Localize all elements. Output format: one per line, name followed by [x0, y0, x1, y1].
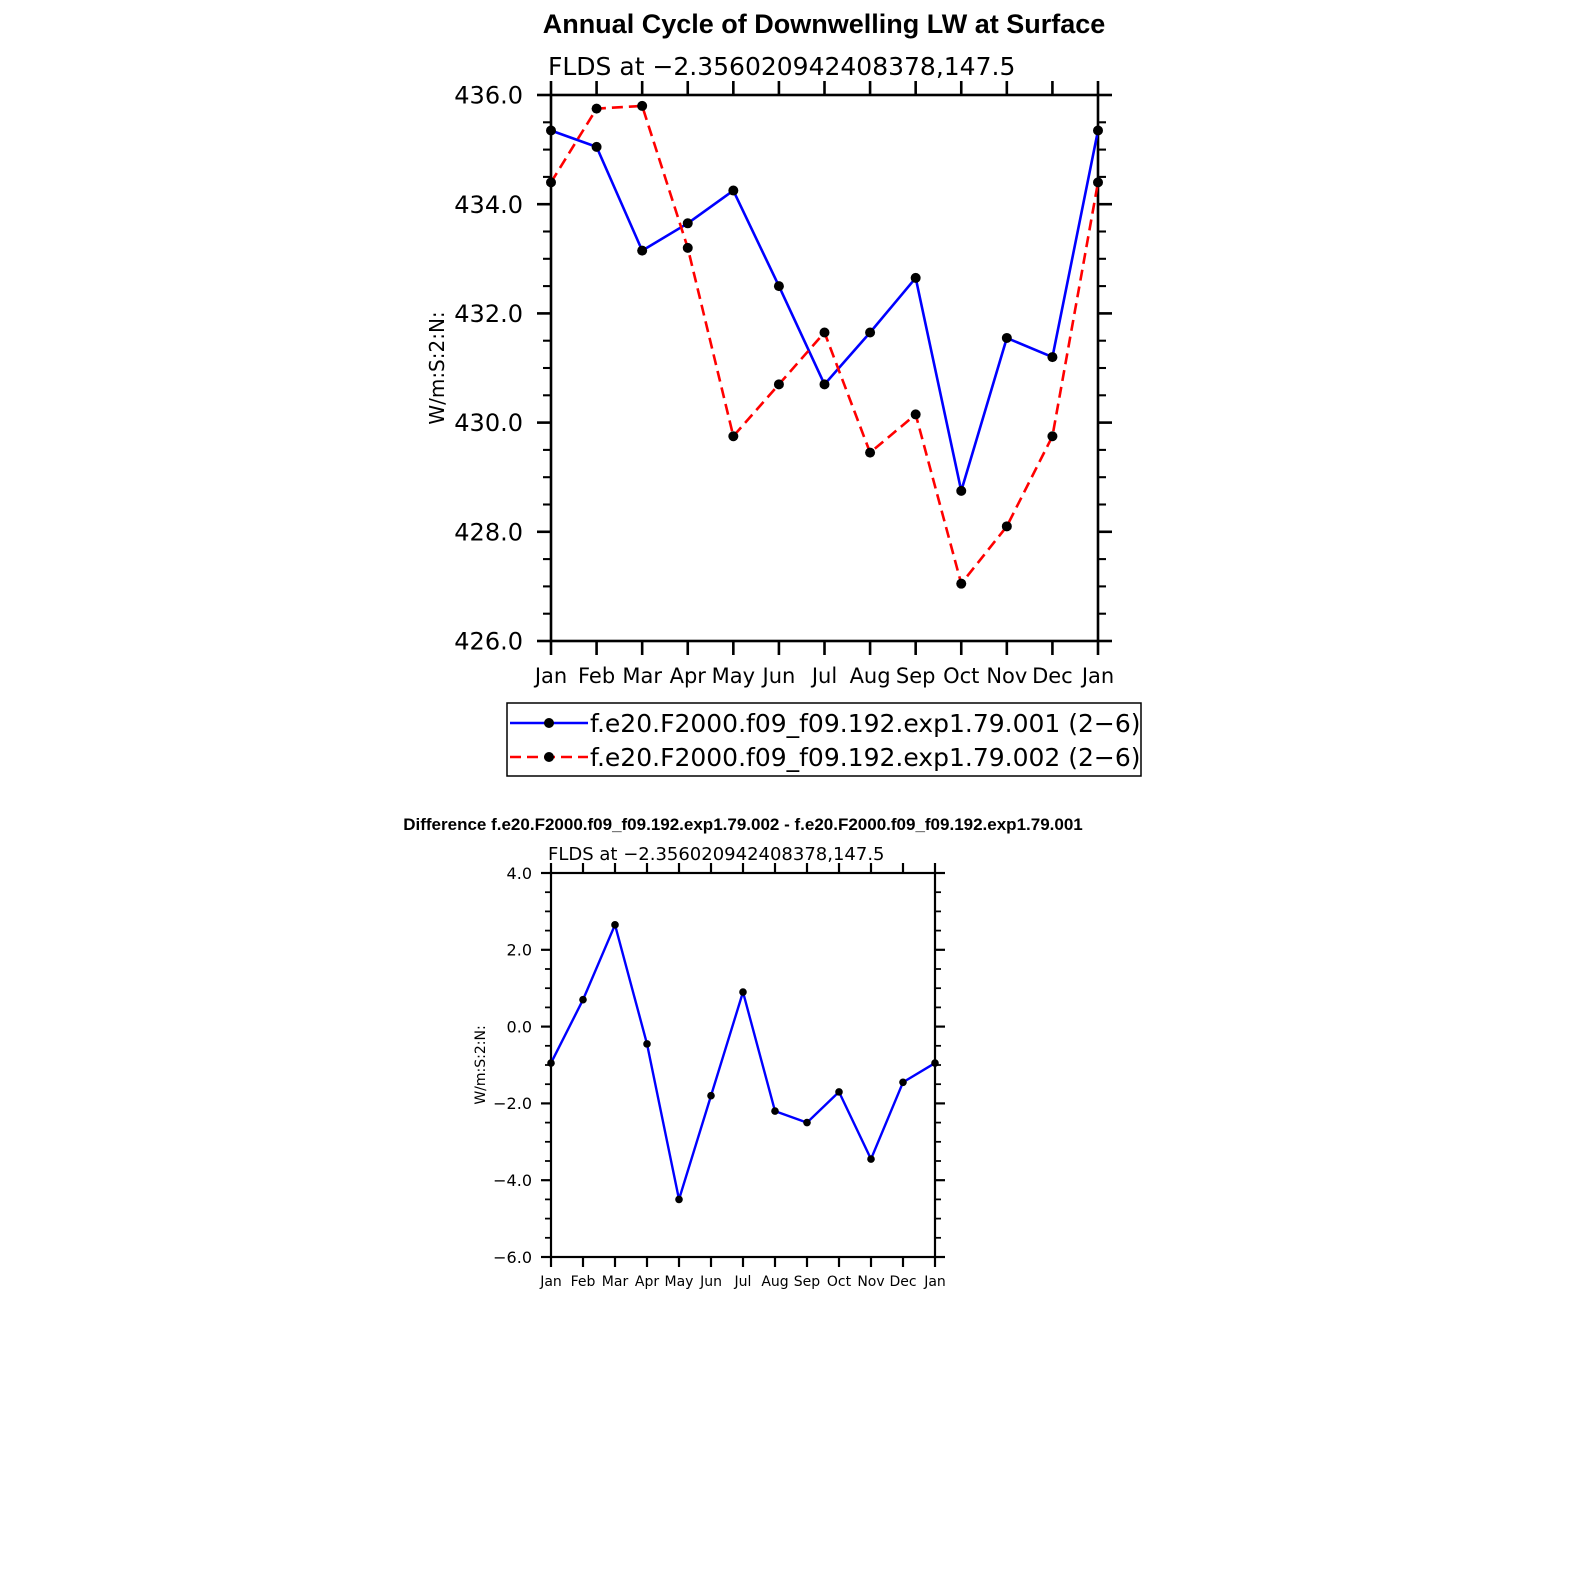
chart1-series-line-2 — [549, 104, 1100, 585]
chart1-series-line-1 — [550, 129, 1100, 493]
legend-label-series-2: f.e20.F2000.f09_f09.192.exp1.79.002 (2−6… — [590, 743, 1141, 772]
chart1-series-1-point — [1047, 352, 1058, 363]
chart2-x-tick-label: Dec — [889, 1274, 916, 1290]
chart1-x-tick-label: Aug — [850, 664, 891, 688]
chart1-series-2-point — [637, 100, 648, 111]
chart1-x-tick-label: Jul — [810, 664, 837, 688]
chart1-series-1-point — [910, 272, 921, 283]
chart1-series-1-point — [1001, 332, 1012, 343]
chart1-x-tick-label: Dec — [1032, 664, 1073, 688]
chart2-series-1-point — [803, 1118, 811, 1127]
chart1-series-2-point — [546, 177, 556, 188]
chart1-series-1-point — [546, 125, 556, 136]
chart2-x-tick-label: Aug — [761, 1274, 788, 1290]
chart2-x-tick-label: Jun — [699, 1274, 722, 1290]
chart2-frame — [549, 871, 937, 1259]
chart1-series-2-point — [591, 103, 602, 114]
chart2-series-1-point — [931, 1059, 939, 1067]
chart2-x-tick-label: Mar — [602, 1274, 629, 1290]
chart1-series-2-point — [865, 447, 876, 458]
chart2-x-tick-label: Sep — [794, 1274, 821, 1290]
chart1-series-1-point — [728, 185, 739, 196]
chart2-series-1-point — [899, 1078, 907, 1087]
chart1-plot-area: Jan Feb Mar Apr May Jun Jul Aug Sep Oct Nov Dec Jan 4… — [454, 81, 1114, 688]
chart2-x-tick-label: Oct — [827, 1274, 852, 1290]
chart2-series-1-point — [579, 995, 587, 1004]
chart1-title: Annual Cycle of Downwelling LW at Surfac… — [543, 9, 1106, 39]
chart1-series-2-point — [910, 409, 921, 420]
chart1-series-1-point — [865, 327, 876, 338]
chart2-series-1-point — [547, 1059, 555, 1067]
chart2-ylabel: W/m:S:2:N: — [473, 1025, 489, 1104]
chart2-series-1-point — [675, 1195, 683, 1204]
chart1-subtitle: FLDS at −2.356020942408378,147.5 — [548, 52, 1015, 81]
chart2-y-tick-label: 2.0 — [507, 941, 532, 960]
chart1-y-tick-label: 434.0 — [454, 191, 523, 219]
chart1-series-1-point — [637, 245, 648, 256]
chart1-series-2-point — [1093, 177, 1103, 188]
chart1-x-tick-label: Nov — [986, 664, 1027, 688]
chart1-series-2-point — [819, 327, 830, 338]
chart2-series-1-point — [771, 1107, 779, 1115]
chart2-series-line-1 — [549, 923, 936, 1201]
chart2-x-tick-label: Jan — [923, 1274, 946, 1290]
chart2-x-tick-label: Jan — [539, 1274, 562, 1290]
chart2-x-tick-label: Nov — [857, 1274, 884, 1290]
chart2-x-tick-label: May — [665, 1274, 694, 1290]
legend-marker-series-2 — [544, 752, 554, 762]
chart1-series-1-point — [773, 281, 784, 292]
chart1-frame — [549, 93, 1100, 643]
chart1-series-2-point — [773, 379, 784, 390]
chart1-series-1-point — [956, 485, 967, 496]
chart1-y-tick-label: 428.0 — [454, 518, 523, 546]
chart1-x-tick-label: May — [712, 664, 755, 688]
chart1-series-1-point — [591, 141, 602, 152]
chart2-series-1-point — [739, 988, 747, 996]
chart1-series-1-point — [819, 379, 830, 390]
chart1-x-tick-label: Feb — [578, 664, 615, 688]
chart2-series-1-point — [611, 921, 619, 929]
chart2-y-tick-label: −4.0 — [493, 1171, 532, 1190]
chart2-x-tick-label: Feb — [571, 1274, 596, 1290]
chart1-ylabel: W/m:S:2:N: — [425, 311, 449, 424]
chart1-series-2-point — [1047, 431, 1058, 442]
chart1-y-tick-label: 436.0 — [454, 82, 523, 110]
chart1-y-tick-label: 432.0 — [454, 300, 523, 328]
chart2-y-tick-label: −2.0 — [493, 1094, 532, 1113]
chart2-plot-area: Jan Feb Mar Apr May Jun Jul Aug Sep Oct Nov Dec Jan−… — [493, 863, 946, 1290]
chart1-series-2-point — [1001, 521, 1012, 532]
chart1-x-tick-label: Jan — [1080, 664, 1114, 688]
chart2-series-1-point — [835, 1088, 843, 1096]
chart1-y-tick-label: 426.0 — [454, 628, 523, 656]
chart1-x-tick-label: Sep — [896, 664, 936, 688]
chart2-y-tick-label: 0.0 — [507, 1017, 532, 1036]
legend-box — [506, 702, 1142, 777]
chart1-x-tick-label: Apr — [670, 664, 707, 688]
legend-marker-series-1 — [544, 718, 554, 728]
chart2-series-1-point — [643, 1040, 651, 1048]
chart1-series-2-point — [728, 431, 739, 442]
chart1-series-1-point — [1093, 125, 1103, 136]
chart2-y-tick-label: −6.0 — [493, 1248, 532, 1267]
chart1-legend: f.e20.F2000.f09_f09.192.exp1.79.001 (2−6… — [506, 702, 1142, 777]
chart1-series-2-point — [682, 242, 693, 253]
chart2-series-1-point — [867, 1155, 875, 1163]
chart1-x-tick-label: Jan — [533, 664, 567, 688]
chart1-series-1-point — [682, 218, 693, 229]
chart2-title: Difference f.e20.F2000.f09_f09.192.exp1.… — [403, 815, 1083, 834]
chart1-x-tick-label: Jun — [761, 664, 796, 688]
chart2-x-tick-label: Jul — [734, 1274, 752, 1290]
chart1-series-2-point — [956, 578, 967, 589]
chart1-x-tick-label: Oct — [943, 664, 979, 688]
chart2-subtitle: FLDS at −2.356020942408378,147.5 — [548, 844, 885, 865]
chart1-x-tick-label: Mar — [622, 664, 662, 688]
chart1-y-tick-label: 430.0 — [454, 409, 523, 437]
chart2-y-tick-label: 4.0 — [507, 864, 532, 883]
chart2-series-1-point — [707, 1091, 715, 1100]
chart2-x-tick-label: Apr — [635, 1274, 659, 1290]
legend-label-series-1: f.e20.F2000.f09_f09.192.exp1.79.001 (2−6… — [590, 709, 1141, 738]
